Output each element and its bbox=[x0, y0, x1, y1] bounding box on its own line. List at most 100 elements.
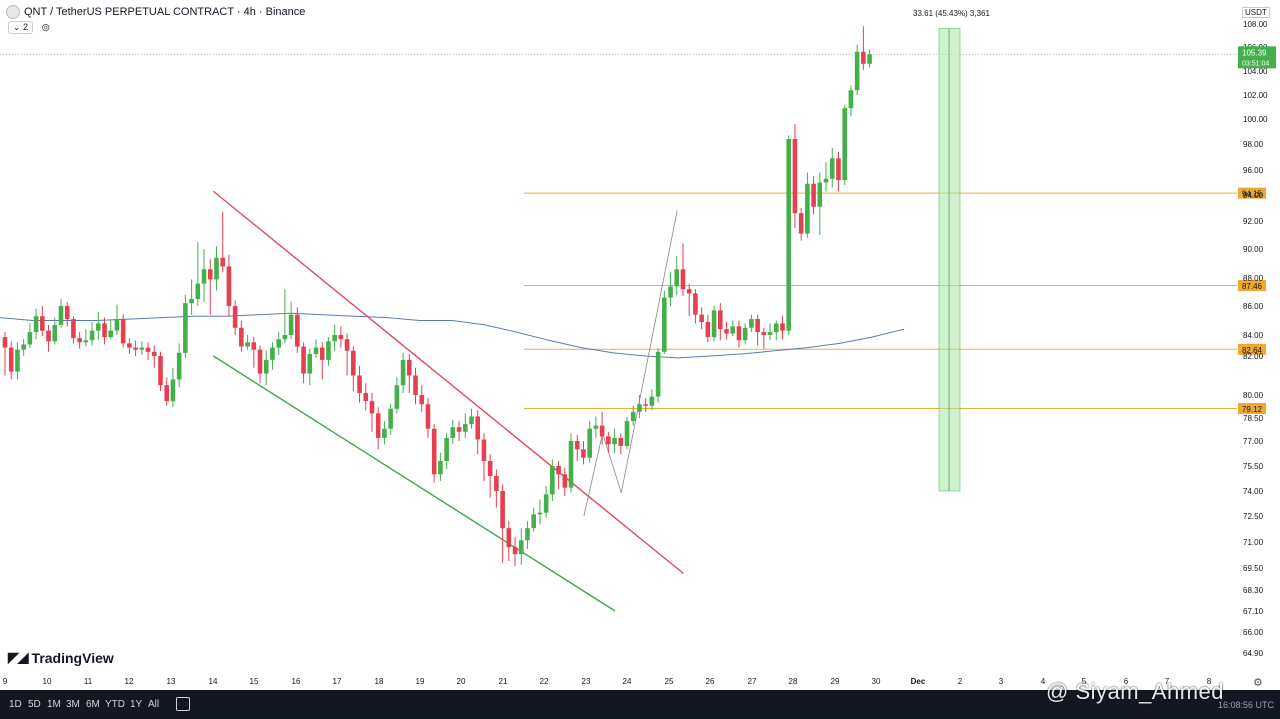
timeframe-5d[interactable]: 5D bbox=[28, 699, 41, 710]
candle-body bbox=[214, 257, 219, 280]
candle-body bbox=[394, 385, 400, 409]
candle-body bbox=[786, 139, 792, 331]
candle-body bbox=[674, 269, 680, 287]
y-tick-label: 84.00 bbox=[1243, 331, 1264, 340]
candle-body bbox=[407, 359, 412, 376]
y-tick-label: 108.00 bbox=[1243, 20, 1268, 29]
x-tick-label: 15 bbox=[250, 677, 259, 686]
x-tick-label: 12 bbox=[125, 677, 134, 686]
y-tick-label: 86.00 bbox=[1243, 302, 1264, 311]
watermark-text: @ Siyam_Ahmed bbox=[1046, 679, 1225, 704]
candle-body bbox=[245, 342, 250, 347]
candle-body bbox=[456, 427, 462, 432]
candle-body bbox=[568, 441, 574, 488]
y-tick-label: 100.00 bbox=[1243, 115, 1268, 124]
x-tick-label: 11 bbox=[84, 677, 93, 686]
timeframe-1m[interactable]: 1M bbox=[47, 699, 61, 710]
timeframe-6m[interactable]: 6M bbox=[86, 699, 100, 710]
candle-body bbox=[531, 514, 536, 529]
candle-body bbox=[33, 316, 39, 333]
x-tick-label: 9 bbox=[3, 677, 8, 686]
countdown-label: 03:51:04 bbox=[1242, 60, 1269, 67]
currency-label[interactable]: USDT bbox=[1242, 7, 1270, 18]
candle-body bbox=[823, 178, 829, 183]
symbol-header[interactable]: QNT / TetherUS PERPETUAL CONTRACT · 4h ·… bbox=[6, 5, 305, 19]
candle-body bbox=[363, 393, 369, 402]
y-tick-label: 64.90 bbox=[1243, 649, 1264, 658]
x-tick-label: Dec bbox=[911, 677, 926, 686]
resistance-trendline bbox=[212, 190, 684, 575]
candle-body bbox=[58, 306, 64, 325]
support-trendline bbox=[213, 355, 616, 612]
x-tick-label: 3 bbox=[999, 677, 1004, 686]
y-tick-label: 67.10 bbox=[1243, 607, 1264, 616]
candle-body bbox=[145, 347, 151, 352]
candle-body bbox=[151, 351, 157, 356]
x-tick-label: 23 bbox=[582, 677, 591, 686]
candle-body bbox=[232, 306, 238, 328]
measure-label: 33.61 (45.43%) 3,361 bbox=[913, 9, 990, 18]
candle-body bbox=[96, 323, 101, 331]
candle-body bbox=[811, 183, 816, 207]
date-range-icon[interactable] bbox=[176, 697, 190, 711]
timeframe-1y[interactable]: 1Y bbox=[130, 699, 143, 710]
x-tick-label: 29 bbox=[831, 677, 840, 686]
x-tick-label: 16 bbox=[292, 677, 301, 686]
candle-body bbox=[239, 327, 244, 347]
timeframe-3m[interactable]: 3M bbox=[66, 699, 80, 710]
tradingview-logo: ◤◢ TradingView bbox=[8, 649, 114, 666]
candle-body bbox=[431, 428, 437, 475]
price-chart[interactable]: 94.1587.4682.6479.12108.00106.00104.0010… bbox=[0, 0, 1280, 690]
candle-body bbox=[108, 330, 114, 338]
x-tick-label: 5 bbox=[1082, 677, 1087, 686]
symbol-title: QNT / TetherUS PERPETUAL CONTRACT · 4h ·… bbox=[24, 6, 306, 18]
candle-body bbox=[829, 158, 835, 179]
candle-body bbox=[313, 347, 319, 354]
y-tick-label: 104.00 bbox=[1243, 67, 1268, 76]
indicator-count-badge[interactable]: ⌄ 2 bbox=[8, 21, 34, 34]
y-tick-label: 72.50 bbox=[1243, 512, 1264, 521]
candle-body bbox=[413, 375, 418, 395]
bottom-toolbar: 1D 5D 1M 3M 6M YTD 1Y All 16:08:56 UTC bbox=[0, 690, 1280, 719]
candle-body bbox=[469, 416, 474, 425]
timeframe-all[interactable]: All bbox=[148, 699, 160, 710]
candle-body bbox=[139, 347, 145, 350]
x-tick-label: 28 bbox=[789, 677, 798, 686]
candle-body bbox=[195, 283, 201, 299]
candle-body bbox=[301, 346, 306, 374]
candle-body bbox=[500, 491, 505, 529]
source-icon[interactable]: ⊚ bbox=[41, 22, 51, 34]
candle-body bbox=[282, 335, 288, 340]
y-tick-label: 88.00 bbox=[1243, 274, 1264, 283]
candle-body bbox=[792, 139, 798, 214]
level-badge bbox=[1238, 280, 1266, 292]
chart-settings-icon[interactable]: ⚙ bbox=[1253, 677, 1263, 689]
x-tick-label: 13 bbox=[167, 677, 176, 686]
candle-body bbox=[220, 257, 225, 267]
candle-body bbox=[357, 375, 362, 394]
y-tick-label: 78.50 bbox=[1243, 414, 1264, 423]
candle-body bbox=[164, 385, 170, 402]
candle-body bbox=[388, 408, 393, 429]
candle-body bbox=[730, 326, 736, 334]
level-label: 94.15 bbox=[1242, 190, 1263, 199]
candle-body bbox=[170, 379, 176, 402]
candle-body bbox=[189, 299, 194, 304]
indicator-toggle[interactable]: ⌄ 2 ⊚ bbox=[8, 21, 50, 34]
candle-body bbox=[773, 323, 779, 333]
level-badge bbox=[1238, 343, 1266, 355]
candle-body bbox=[562, 474, 568, 488]
candle-body bbox=[444, 437, 449, 461]
x-tick-label: 22 bbox=[540, 677, 549, 686]
level-badge bbox=[1238, 402, 1266, 414]
candle-body bbox=[767, 332, 773, 335]
candle-body bbox=[27, 332, 33, 345]
candle-body bbox=[630, 411, 636, 422]
candle-body bbox=[550, 466, 555, 495]
candle-body bbox=[114, 319, 120, 331]
timeframe-1d[interactable]: 1D bbox=[9, 699, 22, 710]
candle-body bbox=[842, 108, 847, 180]
timeframe-ytd[interactable]: YTD bbox=[105, 699, 125, 710]
x-tick-label: 2 bbox=[958, 677, 963, 686]
utc-clock[interactable]: 16:08:56 UTC bbox=[1218, 700, 1275, 710]
